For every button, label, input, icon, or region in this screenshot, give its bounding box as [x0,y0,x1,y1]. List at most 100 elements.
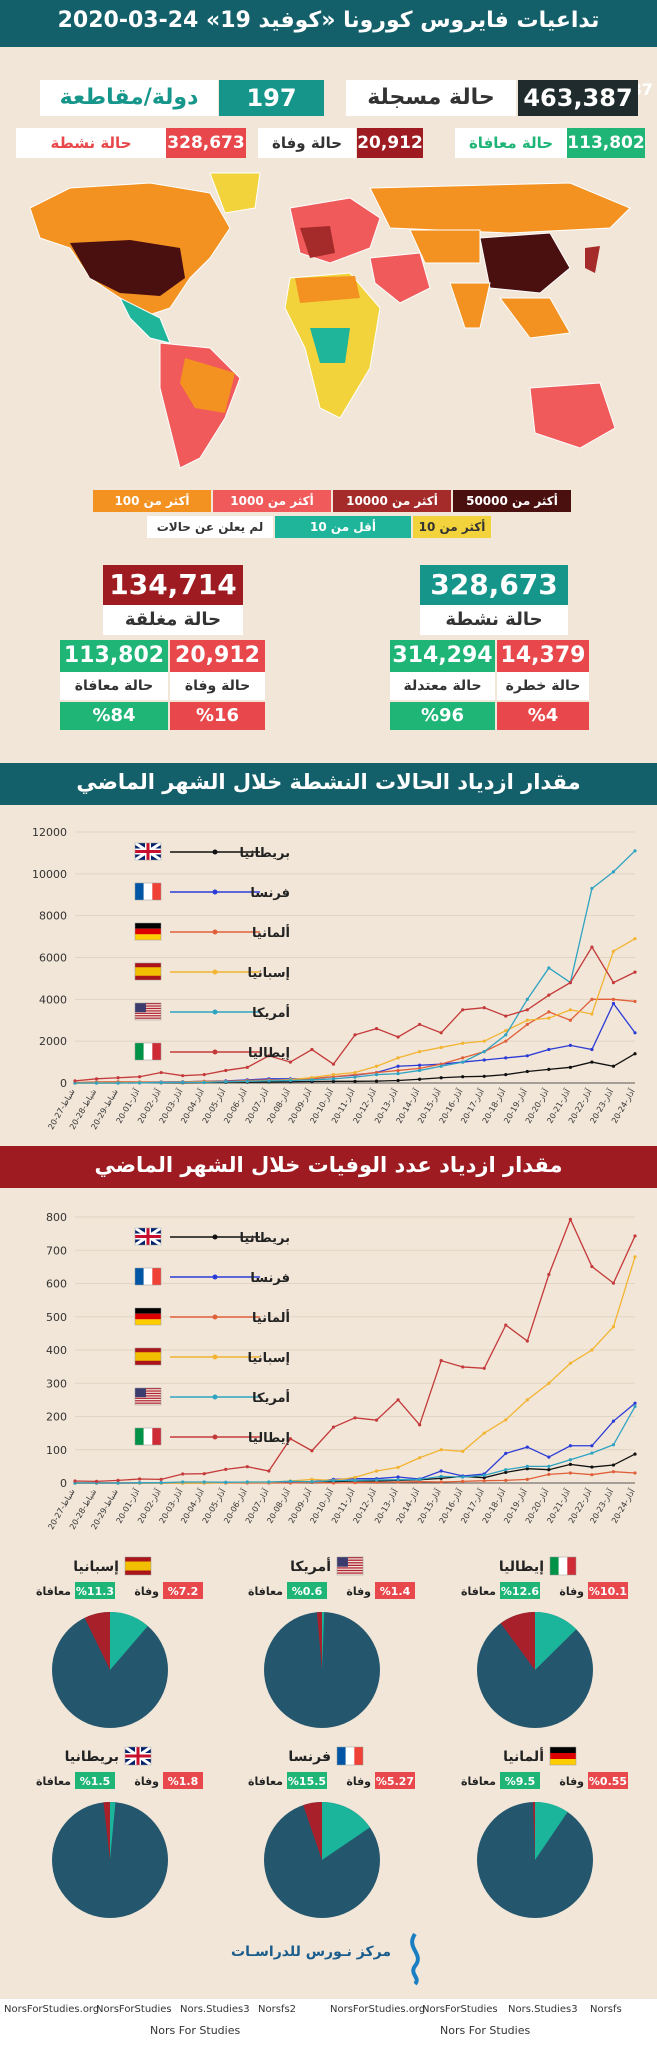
active-chart-point [633,1052,637,1056]
deaths-chart-ytick: 600 [46,1278,67,1291]
section2-banner [0,1146,657,1188]
pie-slice-recovered [535,1612,577,1670]
pie-death-label: وفاة [134,1775,159,1788]
active-chart-point [482,1058,486,1062]
social-link-2[interactable]: NorsForStudies [96,2004,172,2015]
deaths-chart-point [525,1339,529,1343]
active-chart-point [94,1077,99,1081]
active-chart-point [181,1074,185,1078]
active-chart-point [331,1073,336,1077]
deaths-chart-point [504,1323,508,1327]
deaths-chart-point [504,1418,508,1422]
social-link-8[interactable]: Norsfs [590,2004,622,2015]
active-chart-point [482,1074,486,1078]
deaths-chart-point [181,1472,185,1476]
deaths-chart-legend-marker [212,1314,218,1320]
deaths-chart-point [611,1325,616,1329]
map-western-europe [300,226,335,258]
active-chart-point [94,1081,99,1085]
pie-svg: ألمانيا %0.55 وفاة %9.5 معافاة [461,1746,628,1918]
flag-icon-deaths-chart-3 [134,1347,162,1366]
deaths-chart-point [374,1469,379,1473]
active-chart-point [525,1069,529,1074]
pie-country-label: بريطانيا [65,1749,119,1765]
page-title: تداعيات فايروس كورونا «كوفيد 19» 24-03-2… [57,8,600,33]
pie-recovered-pct-bg [500,1582,540,1599]
deaths-chart-point [374,1418,379,1422]
active-chart-point [353,1033,357,1037]
active-chart-legend-label: بريطانيا [240,846,290,861]
pie-recovered-pct: %9.5 [505,1775,536,1788]
deaths-chart-point [374,1478,379,1482]
active-chart-point [353,1075,357,1079]
deaths-chart-point [547,1455,551,1459]
active-chart-point [439,1045,443,1050]
closed-label: حالة مغلقة [103,605,243,635]
nors-logo-icon [410,1932,420,1986]
pie-country-label: فرنسا [288,1749,331,1765]
map-central-america [118,296,171,344]
active-chart-point [590,1012,594,1016]
active-chart-point [159,1080,163,1085]
active-chart-point [633,849,637,853]
active-chart-point [568,981,572,985]
active-chart-point [461,1056,465,1060]
active-value: 328,673 [166,128,246,158]
social-link-4[interactable]: Norsfs2 [258,2004,297,2015]
pie-death-pct-bg [375,1772,415,1789]
flag-icon-active-chart-4 [134,1002,162,1021]
active-chart-point [267,1054,271,1058]
active-chart-point [267,1079,271,1083]
active-chart-point [547,1010,551,1014]
pie-country-label: أمريكا [290,1557,331,1575]
pie-death-pct: %1.4 [380,1585,411,1598]
deaths-chart-point [202,1480,206,1484]
active-chart-point [504,1056,508,1060]
active-chart-point [611,981,616,985]
active-chart-point [331,1062,336,1066]
deaths-chart-series-line [75,1256,636,1484]
social-link-3[interactable]: Nors.Studies3 [180,2004,250,2015]
closed-deaths-value: 20,912 [170,640,265,672]
legend-1000: أكثر من 1000 [213,490,331,512]
deaths-chart-point [310,1480,314,1484]
deaths-chart-point [504,1451,508,1456]
pie-death-pct-bg [588,1772,628,1789]
active-chart-point [331,1079,336,1083]
deaths-chart-point [547,1381,551,1385]
active-chart-point [331,1077,336,1081]
active-chart-point [568,1065,572,1069]
flag-icon-deaths-chart-2 [134,1307,162,1326]
map-usa [70,240,185,296]
flag-icon-deaths-chart-4 [134,1387,162,1406]
deaths-chart-point [288,1437,292,1441]
social-link-5[interactable]: NorsForStudies.org [330,2004,426,2015]
active-mild-label: حالة معتدلة [390,672,495,700]
active-critical-label: حالة خطرة [497,672,589,700]
social-link-7[interactable]: Nors.Studies3 [508,2004,578,2015]
active-chart-point [396,1068,400,1073]
deaths-chart-ytick: 400 [46,1344,67,1357]
active-chart-point [138,1081,142,1085]
deaths-chart-point [396,1480,400,1484]
pie-svg: بريطانيا %1.8 وفاة %1.5 معافاة [36,1745,203,1918]
deaths-chart-point [568,1471,572,1475]
deaths-chart-point [396,1475,400,1479]
deaths-chart-point [73,1479,77,1483]
active-chart-point [611,949,616,953]
deaths-chart-point [547,1272,551,1277]
deaths-chart-point [633,1471,637,1475]
registered-label: حالة مسجلة [346,80,516,116]
map-africa-central [310,328,350,363]
active-chart-point [525,1008,529,1012]
flag-icon-pie-0 [549,1556,577,1576]
deaths-chart-point [439,1448,443,1452]
social-link-1[interactable]: NorsForStudies.org [4,2004,100,2015]
pie-slice-recovered [110,1802,116,1860]
social-link-6[interactable]: NorsForStudies [422,2004,498,2015]
pie-death-pct-bg [588,1582,628,1599]
deaths-chart-point [310,1449,314,1453]
deaths-chart-point [568,1217,572,1221]
closed-recovered-value: 113,802 [60,640,168,672]
deaths-chart-point [224,1467,228,1471]
